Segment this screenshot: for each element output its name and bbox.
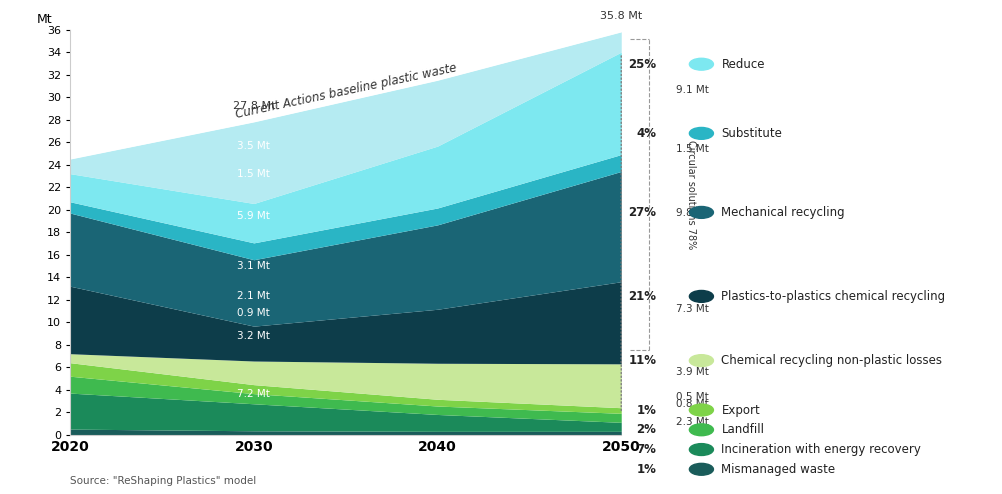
Text: Export: Export: [721, 404, 761, 416]
Text: 1%: 1%: [636, 404, 656, 416]
Text: 21%: 21%: [628, 290, 656, 303]
Text: 0.5 Mt: 0.5 Mt: [676, 392, 709, 402]
Text: 7.3 Mt: 7.3 Mt: [676, 304, 709, 314]
Text: Source: "ReShaping Plastics" model: Source: "ReShaping Plastics" model: [70, 476, 257, 486]
Text: Mt: Mt: [37, 12, 53, 26]
Text: Substitute: Substitute: [721, 127, 783, 140]
Text: Landfill: Landfill: [721, 423, 765, 436]
Text: 27.8 Mt: 27.8 Mt: [232, 101, 276, 111]
Text: 7.2 Mt: 7.2 Mt: [237, 389, 271, 399]
Text: 7%: 7%: [636, 443, 656, 456]
Text: 3.5 Mt: 3.5 Mt: [237, 141, 271, 151]
Text: 1.5 Mt: 1.5 Mt: [676, 144, 709, 155]
Text: Circular solutions 78%: Circular solutions 78%: [685, 140, 695, 249]
Text: 2%: 2%: [636, 423, 656, 436]
Text: Chemical recycling non-plastic losses: Chemical recycling non-plastic losses: [721, 354, 943, 367]
Text: 27%: 27%: [628, 206, 656, 219]
Text: 0.9 Mt: 0.9 Mt: [237, 308, 271, 318]
Text: 4%: 4%: [636, 127, 656, 140]
Text: Reduce: Reduce: [721, 58, 765, 71]
Text: Incineration with energy recovery: Incineration with energy recovery: [721, 443, 921, 456]
Text: Mismanaged waste: Mismanaged waste: [721, 463, 836, 476]
Text: Plastics-to-plastics chemical recycling: Plastics-to-plastics chemical recycling: [721, 290, 946, 303]
Text: 11%: 11%: [628, 354, 656, 367]
Text: Mechanical recycling: Mechanical recycling: [721, 206, 845, 219]
Text: 3.2 Mt: 3.2 Mt: [237, 330, 271, 341]
Text: 3.1 Mt: 3.1 Mt: [237, 261, 271, 272]
Text: 9.8 Mt: 9.8 Mt: [676, 208, 709, 218]
Text: 2.3 Mt: 2.3 Mt: [676, 417, 709, 427]
Text: Current Actions baseline plastic waste: Current Actions baseline plastic waste: [233, 62, 458, 122]
Text: 35.8 Mt: 35.8 Mt: [600, 11, 642, 21]
Text: 9.1 Mt: 9.1 Mt: [676, 85, 709, 95]
Text: 1.5 Mt: 1.5 Mt: [237, 169, 271, 179]
Text: 25%: 25%: [628, 58, 656, 71]
Text: 5.9 Mt: 5.9 Mt: [237, 211, 271, 221]
Text: 0.8 Mt: 0.8 Mt: [676, 399, 709, 410]
Text: 3.9 Mt: 3.9 Mt: [676, 367, 709, 377]
Text: 2.1 Mt: 2.1 Mt: [237, 291, 271, 301]
Text: 1%: 1%: [636, 463, 656, 476]
